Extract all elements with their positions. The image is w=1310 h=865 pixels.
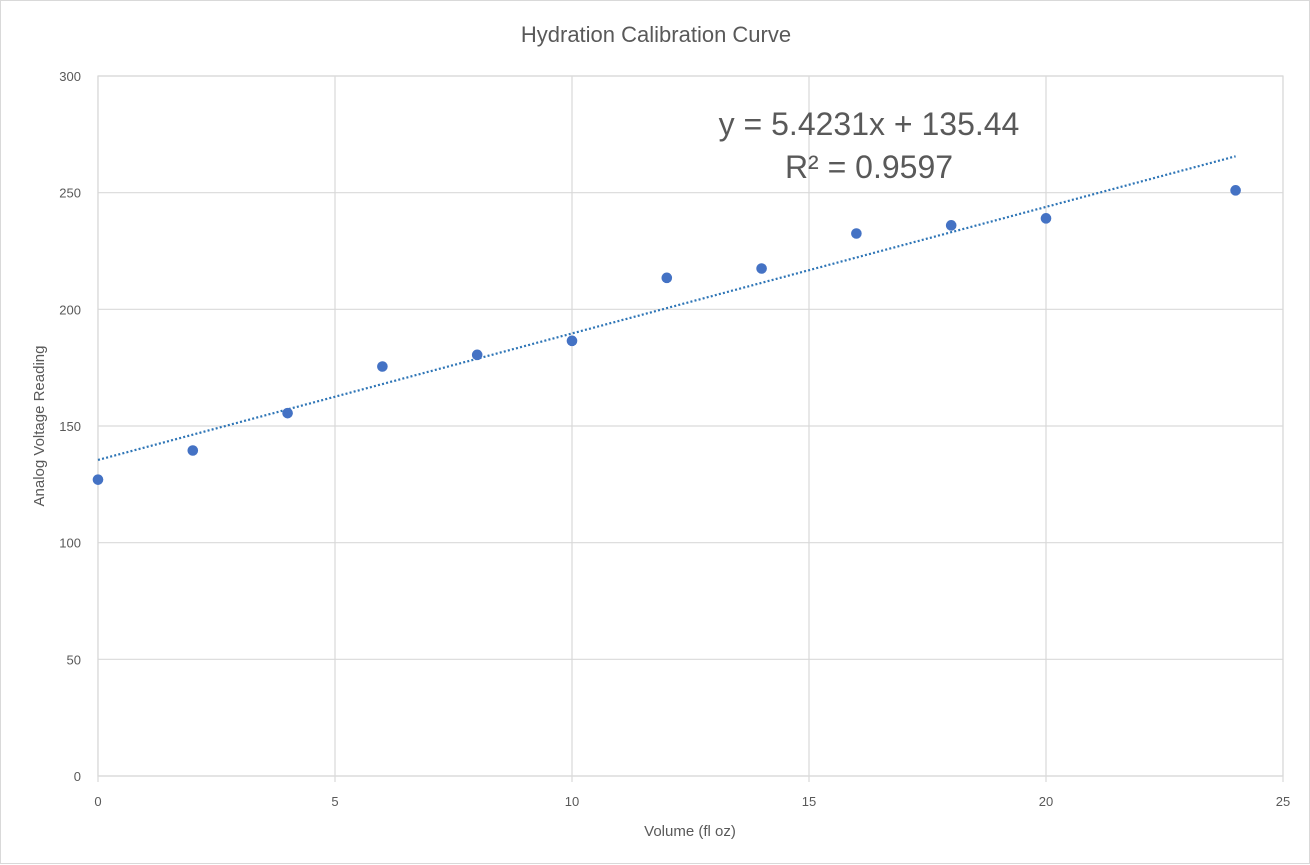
y-axis-label: Analog Voltage Reading: [31, 346, 48, 507]
x-tick-label: 20: [1039, 794, 1053, 809]
data-point: [282, 407, 293, 419]
x-axis-ticks: 0 5 10 15 20 25: [94, 794, 1290, 809]
data-point: [92, 474, 104, 485]
y-tick-label: 300: [59, 69, 81, 84]
x-tick-label: 5: [331, 794, 338, 809]
y-tick-label: 150: [59, 419, 81, 434]
linear-trendline: [97, 155, 1236, 462]
y-tick-label: 100: [59, 536, 81, 551]
y-tick-label: 50: [67, 652, 81, 667]
x-tick-label: 15: [802, 794, 816, 809]
chart-title: Hydration Calibration Curve: [521, 22, 791, 47]
x-tick-label: 25: [1276, 794, 1290, 809]
y-tick-label: 0: [74, 769, 81, 784]
data-point: [1230, 185, 1241, 196]
trendline-r-squared: R² = 0.9597: [785, 149, 953, 185]
y-tick-label: 200: [59, 302, 81, 317]
data-point: [851, 228, 862, 239]
data-point: [661, 272, 673, 284]
data-point: [377, 361, 388, 372]
data-points: [92, 185, 1241, 485]
plot-area: [97, 75, 1284, 777]
x-axis-label: Volume (fl oz): [644, 823, 736, 840]
data-point: [756, 263, 767, 274]
trendline-group: [97, 155, 1236, 462]
data-point: [566, 335, 578, 347]
data-point: [945, 220, 957, 231]
data-point: [187, 445, 199, 456]
trendline-equation: y = 5.4231x + 135.44: [719, 106, 1020, 142]
data-point: [1040, 213, 1052, 224]
y-axis-ticks: 0 50 100 150 200 250 300: [59, 69, 81, 784]
y-tick-label: 250: [59, 186, 81, 201]
gridlines: [97, 75, 1284, 782]
x-tick-label: 10: [565, 794, 579, 809]
x-tick-label: 0: [94, 794, 101, 809]
data-point: [471, 349, 483, 361]
